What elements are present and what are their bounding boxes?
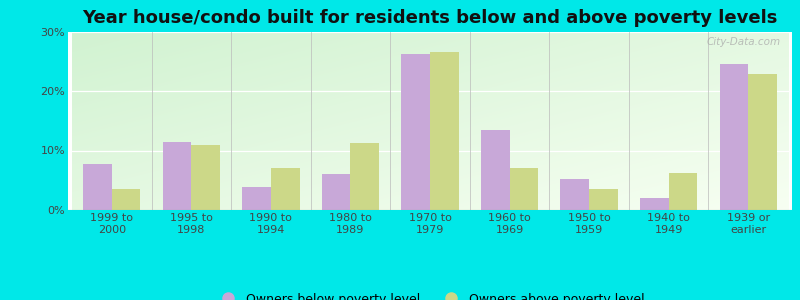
Bar — [640, 198, 669, 210]
Legend: Owners below poverty level, Owners above poverty level: Owners below poverty level, Owners above… — [210, 288, 650, 300]
Text: City-Data.com: City-Data.com — [707, 37, 781, 47]
Bar — [83, 164, 112, 210]
Bar — [322, 174, 350, 210]
Bar — [402, 54, 430, 210]
Title: Year house/condo built for residents below and above poverty levels: Year house/condo built for residents bel… — [82, 9, 778, 27]
Bar — [162, 142, 191, 210]
Bar — [271, 168, 299, 210]
Bar — [748, 74, 777, 210]
Bar — [669, 173, 698, 210]
Bar — [561, 179, 589, 210]
Bar — [510, 168, 538, 210]
Bar — [589, 189, 618, 210]
Bar — [481, 130, 510, 210]
Bar — [191, 145, 220, 210]
Bar — [430, 52, 458, 210]
Bar — [112, 189, 140, 210]
Bar — [242, 188, 271, 210]
Bar — [350, 143, 379, 210]
Bar — [719, 64, 748, 210]
